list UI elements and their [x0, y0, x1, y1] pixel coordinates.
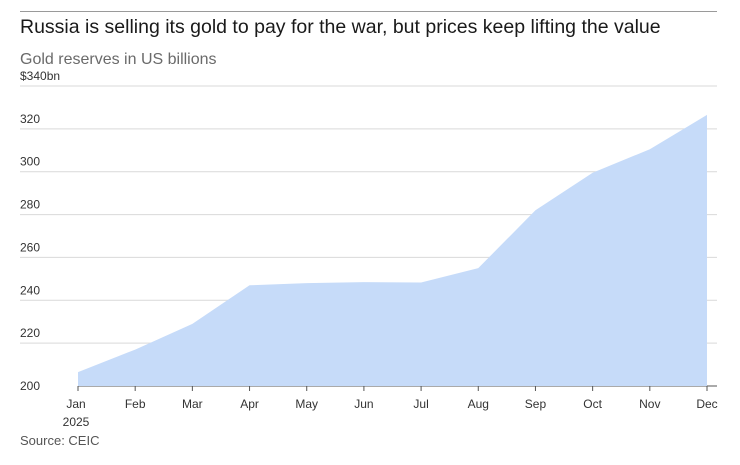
x-axis: Jan Feb Mar Apr May Jun Jul Aug Sep Oct Nov Dec 2025 [63, 386, 718, 429]
area-series [78, 114, 707, 386]
y-tick-label: 280 [20, 198, 40, 212]
y-tick-label: 260 [20, 240, 40, 254]
area-fill [78, 114, 707, 386]
y-axis: 200 220 240 260 280 300 320 $340bn [20, 69, 60, 393]
chart-subtitle: Gold reserves in US billions [20, 51, 217, 68]
x-tick-label: Jan [66, 397, 85, 411]
x-tick-label: Apr [240, 397, 259, 411]
x-tick-label: Nov [639, 397, 660, 411]
x-tick-label: Aug [468, 397, 489, 411]
y-tick-label: 300 [20, 155, 40, 169]
x-tick-label: Dec [696, 397, 717, 411]
x-tick-label: Feb [125, 397, 146, 411]
x-tick-label: Jul [413, 397, 428, 411]
y-tick-label: 200 [20, 379, 40, 393]
y-tick-label: 240 [20, 283, 40, 297]
x-year-label: 2025 [63, 415, 90, 429]
x-tick-label: Oct [583, 397, 602, 411]
top-rule [20, 11, 717, 12]
y-tick-label: 320 [20, 112, 40, 126]
x-tick-label: Jun [354, 397, 373, 411]
source-note: Source: CEIC [20, 433, 100, 448]
y-tick-label: $340bn [20, 69, 60, 83]
x-tick-label: May [295, 397, 318, 411]
x-tick-label: Mar [182, 397, 203, 411]
x-tick-label: Sep [525, 397, 547, 411]
chart-title: Russia is selling its gold to pay for th… [20, 16, 661, 38]
y-tick-label: 220 [20, 326, 40, 340]
